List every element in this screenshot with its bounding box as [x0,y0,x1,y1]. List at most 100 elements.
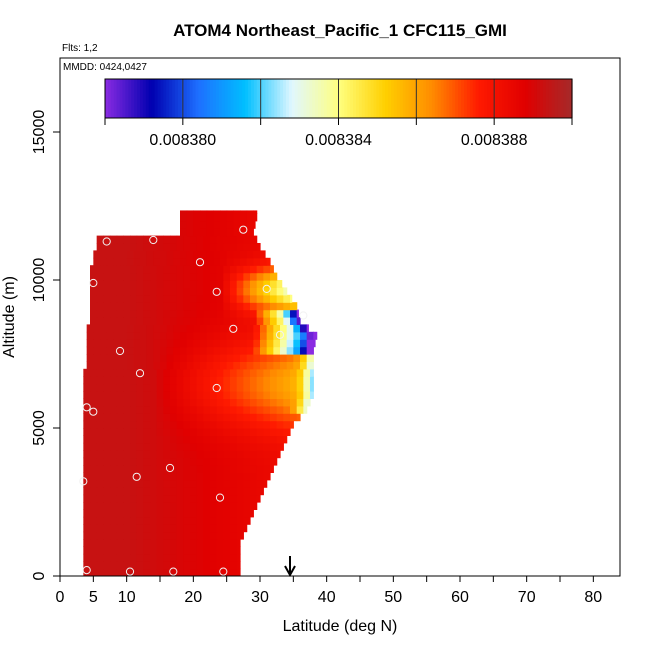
heatmap-cell [246,213,254,222]
heatmap-cell [250,398,258,407]
heatmap-cell [183,413,191,422]
heatmap-cell [200,324,208,333]
heatmap-cell [136,465,144,473]
heatmap-cell [223,465,231,473]
heatmap-cell [136,487,144,496]
heatmap-cell [136,561,144,570]
heatmap-cell [236,546,241,555]
heatmap-cell [180,250,188,259]
colorbar-segment [461,79,465,118]
colorbar-segment [107,79,112,118]
heatmap-cell [90,457,98,466]
heatmap-cell [203,317,211,325]
colorbar-segment [554,79,559,118]
heatmap-cell [253,257,261,266]
heatmap-cell [230,450,238,459]
heatmap-cell [103,398,111,407]
heatmap-cell [236,368,244,377]
heatmap-cell [116,524,124,533]
heatmap-cell [233,354,241,362]
heatmap-cell [250,368,258,377]
heatmap-cell [236,442,244,451]
heatmap-cell [96,435,104,444]
heatmap-cell [110,391,118,399]
heatmap-cell [256,383,264,392]
heatmap-cell [120,324,128,333]
heatmap-cell [286,331,294,340]
colorbar-segment [440,79,445,118]
heatmap-cell [123,280,131,288]
heatmap-cell [176,553,184,562]
heatmap-cell [130,442,138,451]
heatmap-cell [256,479,264,488]
heatmap-cell [93,339,101,348]
colorbar-segment [259,79,264,118]
heatmap-cell [150,465,158,473]
heatmap-cell [193,331,201,340]
heatmap-cell [216,435,224,444]
heatmap-cell [110,457,118,466]
heatmap-cell [203,472,211,481]
heatmap-cell [83,546,91,555]
heatmap-cell [90,405,98,414]
heatmap-cell [290,391,298,399]
heatmap-cell [96,413,104,422]
heatmap-cell [123,442,131,451]
heatmap-cell [176,509,184,518]
heatmap-cell [163,450,171,459]
heatmap-cell [230,531,238,540]
heatmap-cell [246,250,254,259]
heatmap-cell [83,391,91,399]
heatmap-cell [260,339,268,348]
heatmap-cell [150,405,158,414]
heatmap-cell [296,376,304,385]
heatmap-cell [210,435,218,444]
heatmap-cell [276,317,284,325]
heatmap-cell [260,361,268,370]
heatmap-cell [280,346,288,355]
heatmap-cell [196,435,204,444]
heatmap-cell [83,502,91,510]
heatmap-cell [103,383,111,392]
heatmap-cell [123,272,131,281]
heatmap-cell [243,272,251,281]
heatmap-cell [183,302,191,311]
colorbar-segment [204,79,208,118]
colorbar-segment [175,79,179,118]
heatmap-cell [96,420,104,429]
colorbar-segment [452,79,456,118]
heatmap-cell [150,376,158,385]
heatmap-cell [313,339,316,348]
colorbar-segment [542,79,547,118]
heatmap-cell [243,398,251,407]
heatmap-cell [86,324,94,333]
heatmap-cell [110,546,118,555]
x-axis-label: Latitude (deg N) [283,618,398,635]
heatmap-cell [96,553,104,562]
heatmap-cell [136,405,144,414]
heatmap-cell [150,302,158,311]
heatmap-cell [90,302,98,311]
heatmap-cell [210,465,218,473]
heatmap-cell [196,465,204,473]
heatmap-cell [143,546,151,555]
dates-label: MMDD: 0424,0427 [63,62,147,73]
colorbar-segment [358,79,363,118]
heatmap-cell [196,487,204,496]
heatmap-cell [243,391,251,399]
heatmap-cell [306,339,314,348]
heatmap-cell [130,494,138,503]
colorbar-segment [306,79,310,118]
heatmap-cell [130,479,138,488]
heatmap-cell [110,302,118,311]
heatmap-cell [283,368,291,377]
heatmap-cell [270,450,278,459]
heatmap-cell [273,346,281,355]
heatmap-cell [163,272,171,281]
heatmap-cell [223,561,231,570]
heatmap-cell [206,257,214,266]
heatmap-cell [256,465,264,473]
sample-point [135,369,145,378]
heatmap-cell [196,376,204,385]
heatmap-cell [276,420,284,429]
